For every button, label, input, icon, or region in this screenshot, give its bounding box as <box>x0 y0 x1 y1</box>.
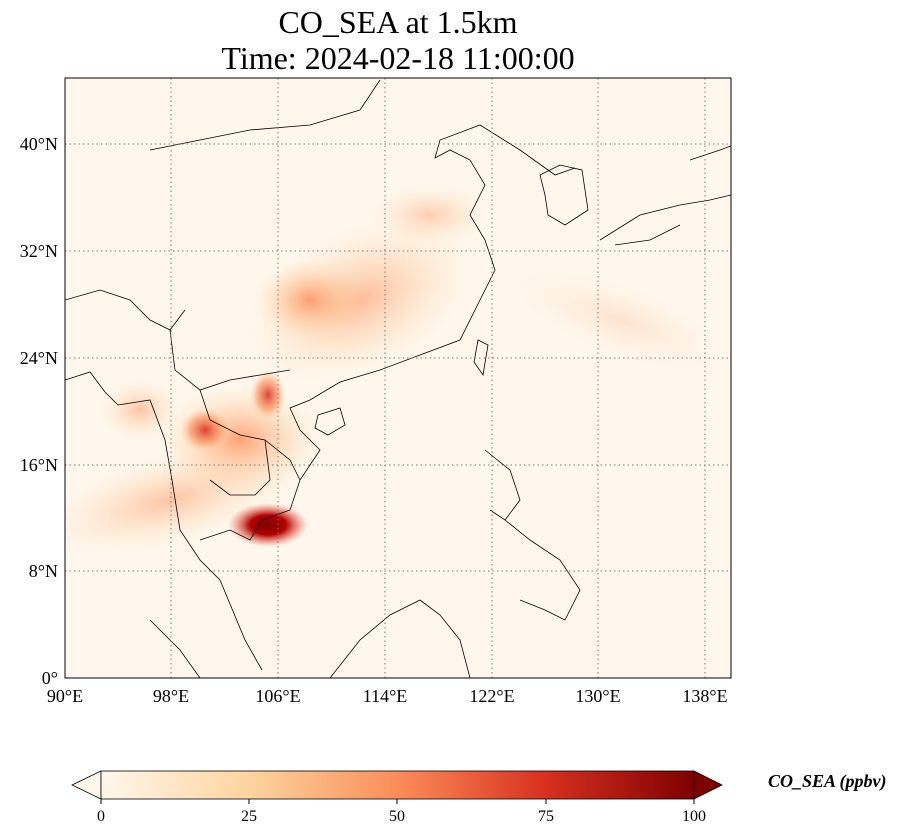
map-title: CO_SEA at 1.5km <box>278 4 518 40</box>
gridlines <box>65 78 731 678</box>
lat-label: 32°N <box>20 241 58 261</box>
concentration-field <box>65 185 725 555</box>
colorbar: 0 25 50 75 100 <box>71 770 723 825</box>
lon-label: 90°E <box>47 686 83 706</box>
lat-label: 0° <box>42 668 58 688</box>
lon-axis: 90°E 98°E 106°E 114°E 122°E 130°E 138°E <box>47 686 728 706</box>
lat-label: 16°N <box>20 455 58 475</box>
lon-label: 98°E <box>153 686 189 706</box>
lon-label: 122°E <box>469 686 514 706</box>
map-time: Time: 2024-02-18 11:00:00 <box>221 40 575 76</box>
lat-label: 24°N <box>20 348 58 368</box>
lon-label: 106°E <box>255 686 300 706</box>
colorbar-extend-high <box>693 770 723 800</box>
colorbar-tick: 75 <box>538 808 554 825</box>
lon-label: 138°E <box>682 686 727 706</box>
colorbar-tick: 100 <box>682 808 706 825</box>
coastlines <box>65 79 731 678</box>
colorbar-tick: 0 <box>97 808 105 825</box>
lat-label: 40°N <box>20 134 58 154</box>
lon-label: 130°E <box>575 686 620 706</box>
lat-label: 8°N <box>29 561 58 581</box>
map-frame <box>64 77 732 679</box>
lat-axis: 0° 8°N 16°N 24°N 32°N 40°N <box>20 134 58 688</box>
colorbar-tick: 50 <box>389 808 405 825</box>
colorbar-tick: 25 <box>241 808 257 825</box>
map-background <box>65 78 731 678</box>
lon-label: 114°E <box>363 686 408 706</box>
colorbar-label: CO_SEA (ppbv) <box>768 771 887 791</box>
colorbar-gradient <box>100 770 695 800</box>
colorbar-extend-low <box>71 770 102 800</box>
